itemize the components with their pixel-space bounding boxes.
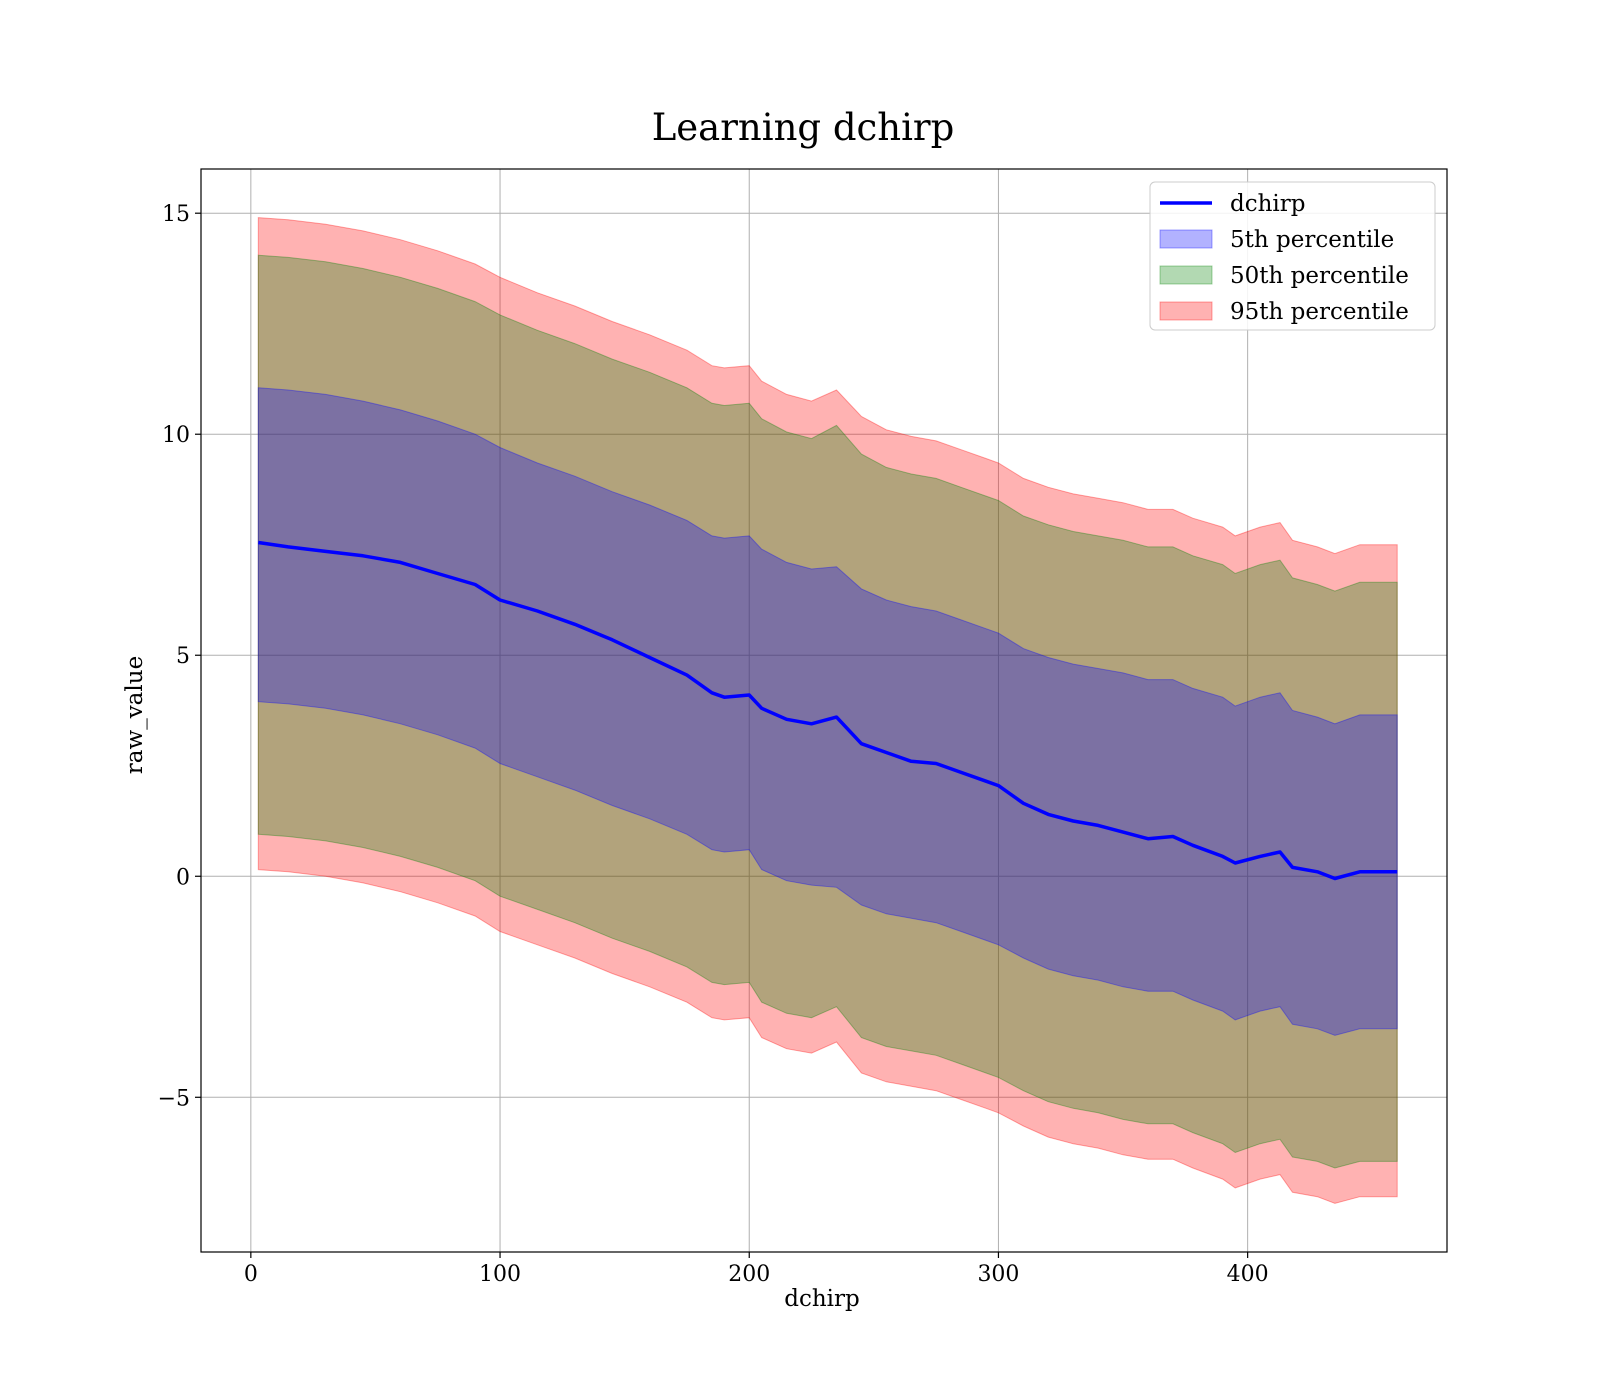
y-tick-label-4: 15 [162,202,190,227]
y-tick-label-3: 10 [162,423,190,448]
x-tick-label-0: 0 [244,1262,258,1287]
y-tick-label-2: 5 [176,644,190,669]
x-tick-label-1: 100 [479,1262,521,1287]
band-95th-percentile [257,217,1398,1204]
y-tick-label-1: 0 [176,865,190,890]
series-lines [258,540,1398,881]
legend-swatch-5th-percentile [1159,229,1213,249]
y-tick-label-0: −5 [158,1086,190,1111]
legend-swatch-95th-percentile [1159,301,1213,321]
x-axis-label: dchirp [784,1286,860,1312]
legend-box [1149,181,1436,331]
band-5th-percentile [257,387,1398,1036]
legend-label-dchirp: dchirp [1230,191,1306,217]
legend: dchirp 5th percentile 50th percentile 95th … [1149,181,1436,331]
series-line-dchirp [258,540,1398,881]
x-tick-label-3: 300 [977,1262,1019,1287]
chart-title: Learning dchirp [652,106,955,149]
legend-label-50th-percentile: 50th percentile [1230,263,1409,289]
plot-frame [200,168,1448,1253]
legend-swatch-50th-percentile [1159,265,1213,285]
x-tick-label-4: 400 [1227,1262,1269,1287]
y-axis-label: raw_value [122,656,148,774]
axis-ticks: 0 100 200 300 400 −5 0 5 10 15 [158,202,1269,1287]
x-tick-label-2: 200 [728,1262,770,1287]
legend-label-95th-percentile: 95th percentile [1230,299,1409,325]
legend-label-5th-percentile: 5th percentile [1230,227,1394,253]
band-50th-percentile [257,254,1398,1169]
percentile-bands [257,217,1398,1204]
